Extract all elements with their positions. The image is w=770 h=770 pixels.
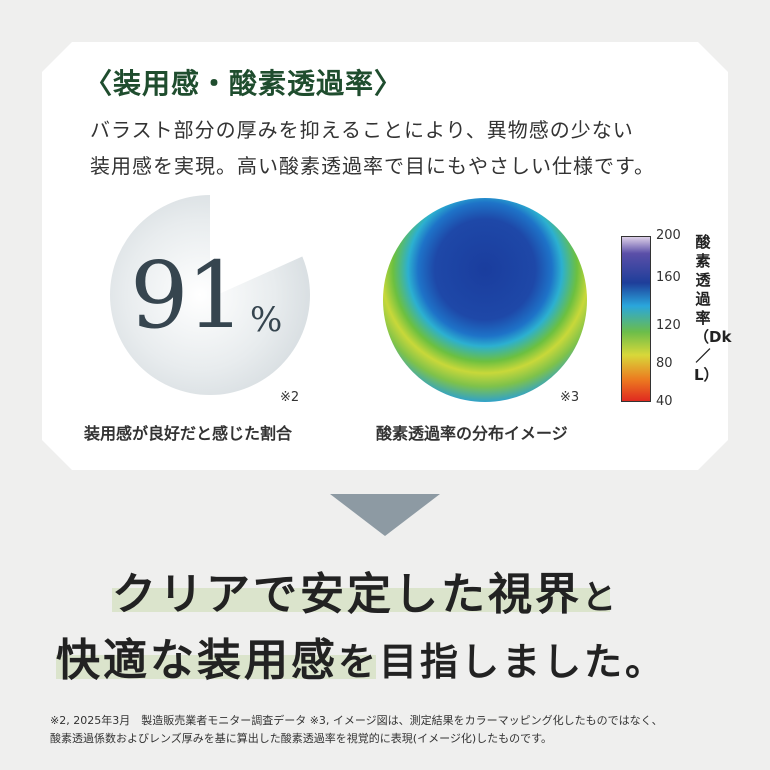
description-line: 装用感を実現。高い酸素透過率で目にもやさしい仕様です。 [90, 154, 655, 178]
headline-line-1: クリアで安定した視界と [112, 558, 619, 622]
highlight [112, 588, 610, 612]
stat-caption: 装用感が良好だと感じた割合 [84, 424, 293, 443]
scale-tick: 200 [656, 228, 681, 243]
stat-value: 91 [130, 242, 245, 349]
stat-note: ※2 [280, 390, 300, 405]
headline-line-2: 快適な装用感を目指しました。 [56, 624, 666, 688]
color-scale-bar [621, 236, 651, 402]
lens-note: ※3 [560, 390, 580, 405]
footnote-line: 酸素透過係数およびレンズ厚みを基に算出した酸素透過率を視覚的に表現(イメージ化)… [50, 732, 553, 745]
scale-label: 酸素透過率（Dk／L） [694, 233, 731, 384]
section-title: 〈装用感・酸素透過率〉 [84, 67, 404, 100]
scale-tick: 160 [656, 270, 681, 285]
stat-unit: % [250, 300, 283, 340]
scale-tick: 40 [656, 394, 673, 409]
headline-text: と [582, 578, 619, 618]
lens-caption: 酸素透過率の分布イメージ [376, 424, 568, 443]
footnote: ※2, 2025年3月 製造販売業者モニター調査データ ※3, イメージ図は、測… [50, 712, 663, 748]
down-arrow-icon [330, 494, 440, 536]
description-line: バラスト部分の厚みを抑えることにより、異物感の少ない [90, 118, 634, 142]
description: バラスト部分の厚みを抑えることにより、異物感の少ない 装用感を実現。高い酸素透過… [90, 112, 655, 184]
headline-text: を目指しました。 [338, 640, 667, 684]
oxygen-distribution-lens [383, 198, 587, 402]
scale-tick: 80 [656, 356, 673, 371]
headline-text: 快適な装用感 [56, 635, 338, 686]
highlight [56, 655, 376, 679]
headline-text: クリアで安定した視界 [112, 569, 582, 620]
scale-tick: 120 [656, 318, 681, 333]
footnote-line: ※2, 2025年3月 製造販売業者モニター調査データ ※3, イメージ図は、測… [50, 714, 663, 727]
